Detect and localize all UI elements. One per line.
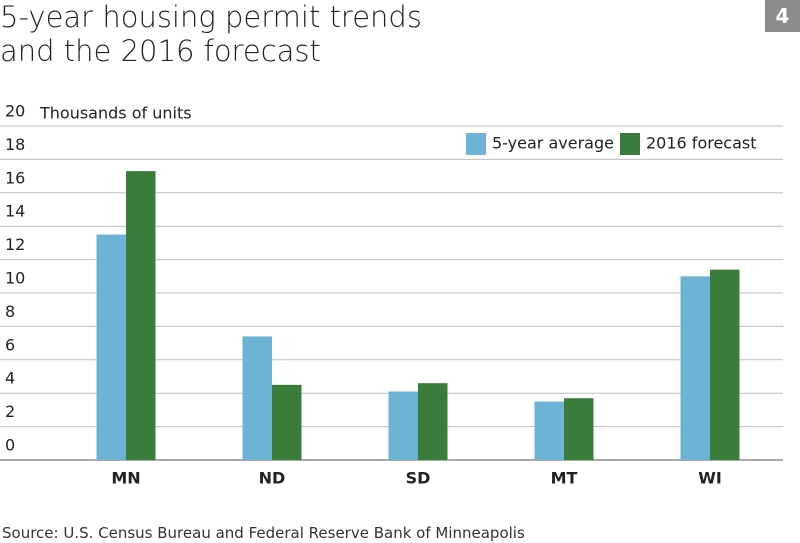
bar bbox=[680, 276, 710, 460]
legend-label: 2016 forecast bbox=[646, 134, 757, 153]
y-tick-label: 8 bbox=[5, 302, 15, 321]
y-axis-label: Thousands of units bbox=[39, 104, 192, 123]
y-tick-label: 14 bbox=[5, 202, 25, 221]
y-tick-label: 4 bbox=[5, 369, 15, 388]
legend-swatch bbox=[620, 133, 640, 155]
bar bbox=[710, 269, 740, 460]
x-tick-label: SD bbox=[406, 469, 431, 488]
y-tick-label: 6 bbox=[5, 335, 15, 354]
source-note: Source: U.S. Census Bureau and Federal R… bbox=[2, 524, 525, 542]
legend-label: 5-year average bbox=[492, 134, 614, 153]
x-tick-label: WI bbox=[698, 469, 722, 488]
bar bbox=[418, 383, 448, 460]
bar bbox=[272, 384, 302, 460]
y-tick-label: 12 bbox=[5, 235, 25, 254]
bar bbox=[564, 398, 594, 460]
y-tick-label: 0 bbox=[5, 436, 15, 455]
x-tick-label: MN bbox=[111, 469, 140, 488]
legend-swatch bbox=[466, 133, 486, 155]
y-tick-label: 20 bbox=[5, 102, 25, 121]
y-tick-label: 10 bbox=[5, 269, 25, 288]
y-tick-label: 2 bbox=[5, 402, 15, 421]
chart-title: 5-year housing permit trends and the 201… bbox=[0, 0, 422, 68]
bar bbox=[388, 391, 418, 460]
y-tick-label: 18 bbox=[5, 135, 25, 154]
page-number: 4 bbox=[765, 0, 800, 32]
x-tick-label: MT bbox=[551, 469, 578, 488]
bar bbox=[126, 171, 156, 460]
y-tick-label: 16 bbox=[5, 168, 25, 187]
bar bbox=[96, 234, 126, 460]
chart: Thousands of units 0 2 4 6 8 10 12 14 16 18 20 5-ye… bbox=[0, 102, 783, 488]
x-tick-label: ND bbox=[259, 469, 286, 488]
bar bbox=[242, 336, 272, 460]
bar bbox=[534, 401, 564, 460]
